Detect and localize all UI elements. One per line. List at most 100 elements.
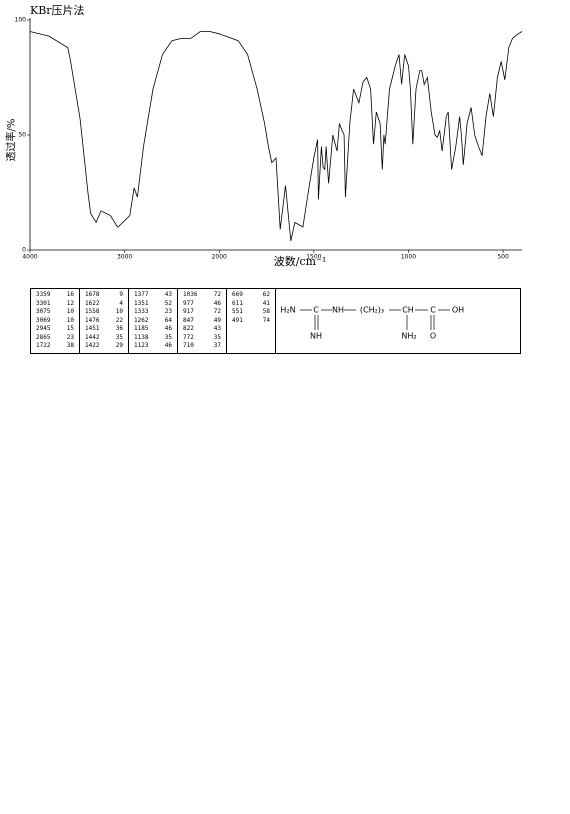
table-row: 1442 35 — [80, 334, 128, 343]
wavenumber: 1333 — [134, 308, 149, 315]
table-row: 3359 16 — [31, 291, 79, 300]
wavenumber: 1351 — [134, 299, 149, 307]
wavenumber: 1123 — [134, 342, 149, 349]
transmittance: 15 — [66, 325, 74, 332]
x-tick-label: 2000 — [212, 254, 227, 261]
table-row: 611 41 — [227, 300, 275, 309]
formula-group: NH₂ — [401, 332, 416, 341]
transmittance: 72 — [213, 308, 221, 315]
table-row: 1622 4 — [80, 300, 128, 309]
table-row: 1262 64 — [129, 317, 177, 326]
table-row: 491 74 — [227, 317, 275, 326]
wavenumber: 772 — [183, 333, 194, 341]
transmittance: 46 — [164, 325, 172, 332]
y-tick-label: 100 — [15, 17, 27, 24]
wavenumber: 1185 — [134, 325, 149, 332]
transmittance: 46 — [164, 342, 172, 349]
transmittance: 46 — [213, 299, 221, 307]
table-row: 2945 15 — [31, 325, 79, 334]
table-row: 1558 10 — [80, 308, 128, 317]
table-row: 1351 52 — [129, 300, 177, 309]
table-row: 1123 46 — [129, 342, 177, 351]
transmittance: 49 — [213, 316, 221, 324]
formula-group: C — [430, 306, 436, 315]
table-row: 1138 35 — [129, 334, 177, 343]
transmittance: 10 — [115, 308, 123, 315]
peak-table: 3359 16 3301 12 3075 10 3069 10 2945 15 2865 23 1722… — [30, 288, 521, 354]
table-row: 3301 12 — [31, 300, 79, 309]
transmittance: 43 — [164, 291, 172, 298]
transmittance: 35 — [164, 333, 172, 341]
y-tick-label: 0 — [22, 247, 26, 254]
wavenumber: 1138 — [134, 333, 149, 341]
transmittance: 16 — [66, 291, 74, 298]
wavenumber: 2865 — [36, 333, 51, 341]
formula-group: (CH₂)₃ — [360, 306, 384, 315]
spectrum-line — [29, 31, 523, 241]
transmittance: 64 — [164, 316, 172, 324]
formula-group: O — [430, 332, 436, 341]
x-axis-label: 波数/cm⁻¹ — [274, 255, 327, 268]
table-row: 1476 22 — [80, 317, 128, 326]
table-column: 1377 43 1351 52 1333 23 1262 64 1185 46 1138 35 1123… — [129, 289, 178, 353]
x-tick-label: 500 — [497, 254, 509, 261]
formula-group: NH — [310, 332, 322, 341]
table-row: 3069 10 — [31, 317, 79, 326]
wavenumber: 1622 — [85, 299, 100, 307]
formula-group: H₂N — [280, 306, 295, 315]
table-row: 1422 29 — [80, 342, 128, 351]
wavenumber: 669 — [232, 291, 243, 298]
table-row: 551 58 — [227, 308, 275, 317]
table-row: 1722 38 — [31, 342, 79, 351]
transmittance: 10 — [66, 308, 74, 315]
wavenumber: 710 — [183, 342, 194, 349]
table-row: 3075 10 — [31, 308, 79, 317]
table-row: 1451 36 — [80, 325, 128, 334]
y-axis-label: 透过率/% — [5, 119, 18, 162]
table-row: 2865 23 — [31, 334, 79, 343]
formula-group: CH — [402, 306, 414, 315]
wavenumber: 1476 — [85, 316, 100, 324]
wavenumber: 1451 — [85, 325, 100, 332]
wavenumber: 3301 — [36, 299, 51, 307]
wavenumber: 1036 — [183, 291, 198, 298]
table-row: 977 46 — [178, 300, 226, 309]
wavenumber: 822 — [183, 325, 194, 332]
transmittance: 35 — [115, 333, 123, 341]
table-row: 710 37 — [178, 342, 226, 351]
transmittance: 23 — [66, 333, 74, 341]
table-row: 1377 43 — [129, 291, 177, 300]
table-row: 917 72 — [178, 308, 226, 317]
y-tick-label: 50 — [18, 132, 26, 139]
transmittance: 9 — [119, 291, 123, 298]
page-title: KBr压片法 — [30, 4, 85, 17]
table-row: 847 49 — [178, 317, 226, 326]
structure-formula: H₂N C NH (CH₂)₃ CH C OH NH NH₂ O — [280, 306, 464, 341]
structure: H₂N C NH (CH₂)₃ CH C OH NH NH₂ O — [276, 289, 520, 353]
formula-group: OH — [452, 306, 464, 315]
wavenumber: 3075 — [36, 308, 51, 315]
wavenumber: 2945 — [36, 325, 51, 332]
table-row: 669 62 — [227, 291, 275, 300]
wavenumber: 917 — [183, 308, 194, 315]
transmittance: 12 — [66, 299, 74, 307]
transmittance: 62 — [262, 291, 270, 298]
wavenumber: 1422 — [85, 342, 100, 349]
wavenumber: 3069 — [36, 316, 51, 324]
formula-group: NH — [332, 306, 344, 315]
transmittance: 74 — [262, 316, 270, 324]
transmittance: 35 — [213, 333, 221, 341]
transmittance: 52 — [164, 299, 172, 307]
transmittance: 58 — [262, 308, 270, 315]
transmittance: 22 — [115, 316, 123, 324]
wavenumber: 847 — [183, 316, 194, 324]
wavenumber: 551 — [232, 308, 243, 315]
wavenumber: 1678 — [85, 291, 100, 298]
table-row: 822 43 — [178, 325, 226, 334]
transmittance: 37 — [213, 342, 221, 349]
table-column: 1678 9 1622 4 1558 10 1476 22 1451 36 1442 35 1422 29 — [80, 289, 129, 353]
transmittance: 4 — [119, 299, 123, 307]
x-tick-label: 1500 — [306, 254, 321, 261]
table-row: 772 35 — [178, 334, 226, 343]
wavenumber: 977 — [183, 299, 194, 307]
